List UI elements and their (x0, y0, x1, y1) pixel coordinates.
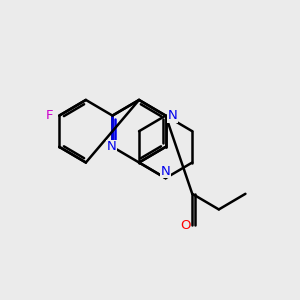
Text: N: N (161, 165, 170, 178)
Text: F: F (46, 109, 53, 122)
Text: N: N (168, 109, 177, 122)
Text: O: O (180, 219, 190, 232)
Text: N: N (107, 140, 117, 153)
